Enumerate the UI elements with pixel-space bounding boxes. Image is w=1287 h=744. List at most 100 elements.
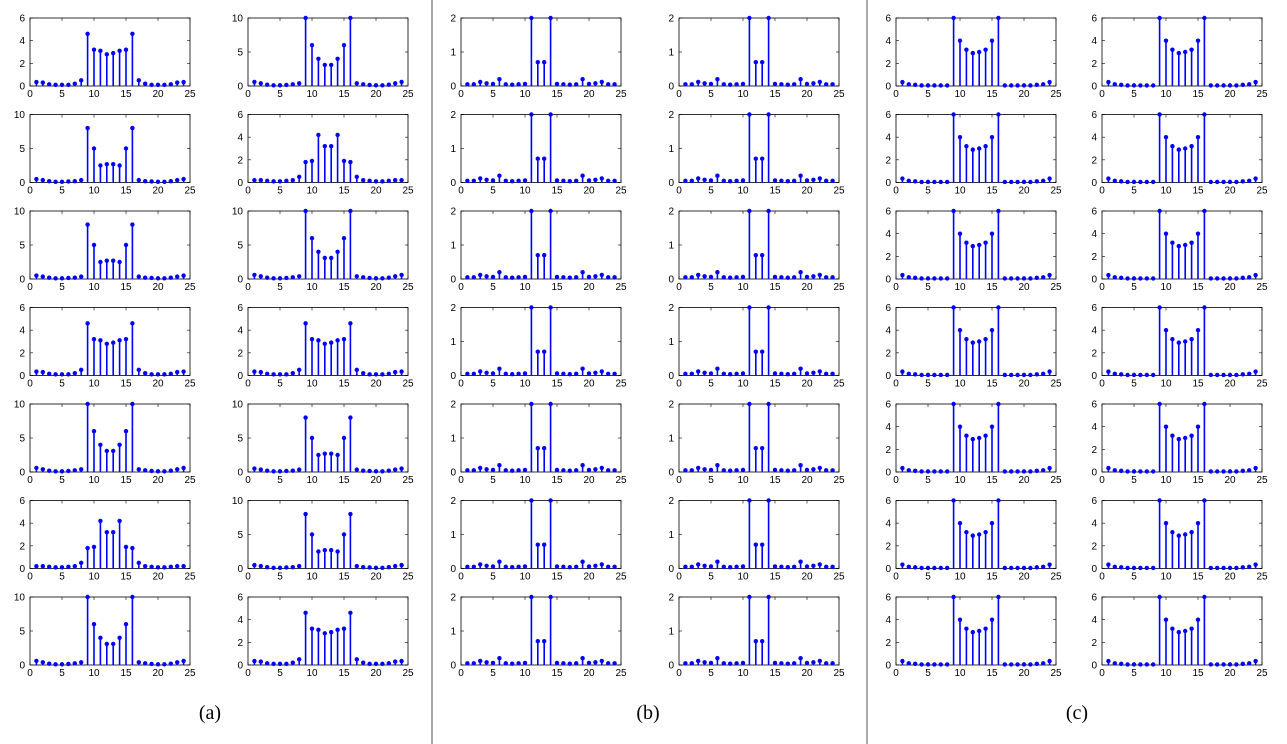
stem-marker: [708, 660, 714, 666]
x-tick-label: 5: [1131, 572, 1137, 583]
stem-marker: [136, 467, 141, 472]
stem-marker: [977, 628, 982, 634]
panel-labels: (a) (b) (c): [199, 702, 1088, 724]
stem-marker: [290, 564, 295, 570]
subplot: 0 5 10 15 20 25 0 2 4 6: [885, 110, 1062, 197]
axes-frame: [460, 596, 622, 666]
x-tick-label: 25: [833, 475, 845, 486]
stem-marker: [1112, 661, 1118, 666]
stem-marker: [689, 468, 694, 473]
y-tick-label: 10: [232, 14, 244, 25]
x-tick-label: 15: [120, 282, 132, 293]
stem-marker: [772, 178, 778, 183]
stem-marker: [361, 564, 366, 570]
stem-marker: [1170, 337, 1175, 342]
stem-marker: [1215, 565, 1220, 571]
stem-marker: [79, 467, 84, 472]
stem-marker: [612, 82, 617, 87]
x-tick-label: 10: [1160, 89, 1172, 100]
stem-marker: [983, 626, 988, 631]
stem-marker: [913, 565, 918, 570]
stem-marker: [497, 173, 502, 178]
stem-marker: [913, 372, 918, 377]
x-tick-label: 15: [1192, 379, 1204, 390]
x-tick-label: 5: [708, 89, 714, 100]
y-tick-label: 1: [668, 48, 674, 59]
axes-frame: [1101, 210, 1263, 280]
stem-marker: [111, 448, 116, 454]
stem-marker: [804, 274, 810, 280]
y-tick-label: 2: [450, 400, 456, 411]
stem-marker: [1151, 372, 1156, 378]
stem-marker: [1028, 276, 1033, 281]
stem-marker: [1195, 231, 1201, 236]
stem-marker: [490, 467, 496, 473]
x-tick-label: 0: [27, 572, 33, 583]
stem-marker: [900, 176, 905, 181]
stem-marker: [1151, 83, 1156, 88]
x-tick-label: 15: [1192, 89, 1204, 100]
stem-marker: [586, 467, 592, 473]
axes-frame: [29, 114, 191, 183]
stem-marker: [329, 629, 334, 635]
stem-marker: [996, 498, 1001, 503]
stem-marker: [258, 274, 263, 279]
x-tick-label: 0: [1099, 89, 1105, 100]
stem-marker: [561, 564, 566, 569]
stem-marker: [490, 178, 496, 183]
stem-marker: [1247, 564, 1252, 569]
x-tick-label: 5: [277, 668, 283, 679]
y-tick-label: 1: [668, 144, 674, 155]
x-tick-label: 20: [1018, 668, 1030, 679]
stem-marker: [977, 146, 982, 151]
stem-marker: [580, 270, 585, 275]
x-tick-label: 10: [88, 475, 100, 486]
x-tick-label: 10: [519, 475, 531, 486]
stem-marker: [399, 79, 404, 85]
stem-marker: [40, 177, 45, 183]
stem-marker: [284, 468, 289, 474]
stem-marker: [471, 564, 476, 569]
stem-marker: [85, 222, 90, 227]
stem-marker: [753, 639, 758, 644]
y-tick-label: 4: [885, 229, 891, 240]
x-tick-label: 0: [893, 475, 899, 486]
stem-marker: [367, 661, 372, 667]
stem-marker: [361, 82, 366, 87]
subplot: 0 5 10 15 20 25 0 2 4 6: [19, 14, 196, 101]
stem-marker: [708, 371, 714, 376]
stem-marker: [567, 178, 572, 184]
x-tick-label: 25: [402, 89, 414, 100]
stem-marker: [970, 340, 975, 345]
stem-marker: [804, 467, 810, 473]
subplot: 0 5 10 15 20 25 0 1 2: [450, 303, 627, 390]
stem-marker: [1215, 179, 1220, 185]
y-tick-label: 2: [237, 638, 243, 649]
stem-marker: [111, 50, 116, 56]
stem-marker: [136, 660, 141, 665]
stem-marker: [957, 134, 963, 140]
stem-marker: [1183, 146, 1188, 151]
stem-marker: [919, 469, 924, 474]
y-tick-label: 0: [237, 371, 243, 382]
stem-marker: [1002, 179, 1007, 185]
x-tick-label: 25: [1256, 89, 1268, 100]
x-tick-label: 5: [925, 282, 931, 293]
stem-marker: [1183, 435, 1188, 441]
stem-marker: [1131, 469, 1137, 474]
subplot: 0 5 10 15 20 25 0 2 4 6: [885, 593, 1062, 680]
stem-marker: [1157, 401, 1162, 407]
stem-marker: [277, 469, 283, 474]
stem-marker: [471, 275, 476, 280]
stem-marker: [753, 349, 758, 354]
stem-marker: [1183, 628, 1188, 634]
stem-marker: [341, 158, 347, 164]
stem-marker: [529, 594, 534, 600]
subplot: 0 5 10 15 20 25 0 5 10: [14, 593, 196, 680]
stem-marker: [1125, 179, 1130, 185]
stem-marker: [104, 258, 110, 263]
stem-marker: [1208, 83, 1214, 88]
subplot: 0 5 10 15 20 25 0 2 4 6: [237, 593, 414, 680]
panel-label-a: (a): [199, 702, 221, 724]
stem-marker: [478, 272, 483, 278]
